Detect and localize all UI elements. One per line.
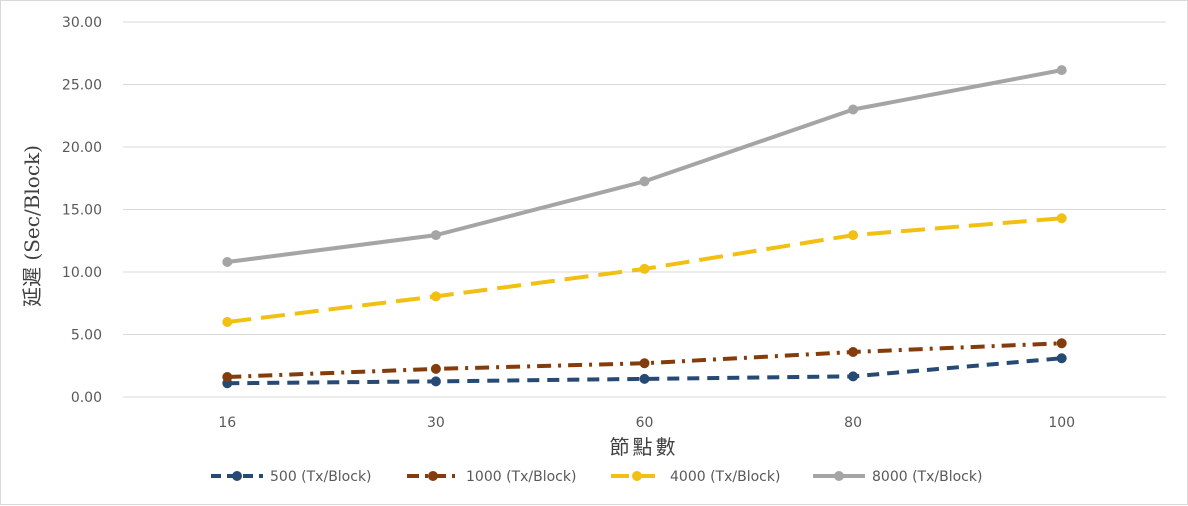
- y-tick-label: 20.00: [62, 140, 102, 156]
- legend: 500 (Tx/Block) 1000 (Tx/Block) 4000 (Tx/Bl…: [211, 469, 982, 485]
- x-axis-title: 節點數: [610, 435, 679, 459]
- data-point: [639, 358, 650, 369]
- x-tick-labels: 16 30 60 80 100: [218, 415, 1075, 431]
- legend-swatch-marker: [632, 471, 642, 481]
- legend-label: 8000 (Tx/Block): [872, 469, 982, 485]
- data-point: [430, 291, 441, 302]
- data-point: [848, 104, 859, 115]
- data-point: [430, 363, 441, 374]
- data-point: [430, 376, 441, 387]
- series-group: [222, 65, 1067, 389]
- data-point: [222, 257, 233, 267]
- data-point: [1056, 65, 1067, 76]
- data-point: [222, 372, 233, 382]
- legend-label: 4000 (Tx/Block): [670, 469, 780, 485]
- y-tick-label: 10.00: [62, 265, 102, 281]
- data-point: [1056, 213, 1067, 224]
- legend-swatch-marker: [232, 471, 242, 481]
- y-tick-label: 30.00: [62, 15, 102, 31]
- series-line: [227, 68, 1063, 264]
- data-point: [639, 263, 650, 274]
- series-line: [227, 341, 1062, 379]
- legend-label: 500 (Tx/Block): [270, 469, 372, 485]
- data-point: [848, 371, 859, 382]
- data-point: [1056, 338, 1067, 349]
- data-point: [430, 230, 441, 241]
- y-tick-labels: 0.00 5.00 10.00 15.00 20.00 25.00 30.00: [62, 15, 102, 406]
- x-tick-label: 60: [636, 415, 654, 431]
- y-axis-title: 延遲 (Sec/Block): [20, 145, 44, 307]
- legend-label: 1000 (Tx/Block): [466, 469, 576, 485]
- data-point: [848, 347, 859, 357]
- y-tick-label: 0.00: [71, 390, 102, 406]
- data-point: [639, 176, 650, 187]
- y-tick-label: 25.00: [62, 78, 102, 94]
- x-tick-label: 30: [427, 415, 445, 431]
- data-point: [848, 230, 859, 241]
- data-point: [1056, 353, 1067, 364]
- data-point: [222, 317, 233, 327]
- legend-swatch-marker: [834, 471, 844, 481]
- y-tick-label: 5.00: [71, 328, 102, 344]
- x-tick-label: 16: [218, 415, 236, 431]
- x-tick-label: 80: [844, 415, 862, 431]
- y-tick-label: 15.00: [62, 203, 102, 219]
- data-point: [639, 373, 650, 384]
- legend-swatch-marker: [428, 471, 438, 481]
- x-tick-label: 100: [1048, 415, 1075, 431]
